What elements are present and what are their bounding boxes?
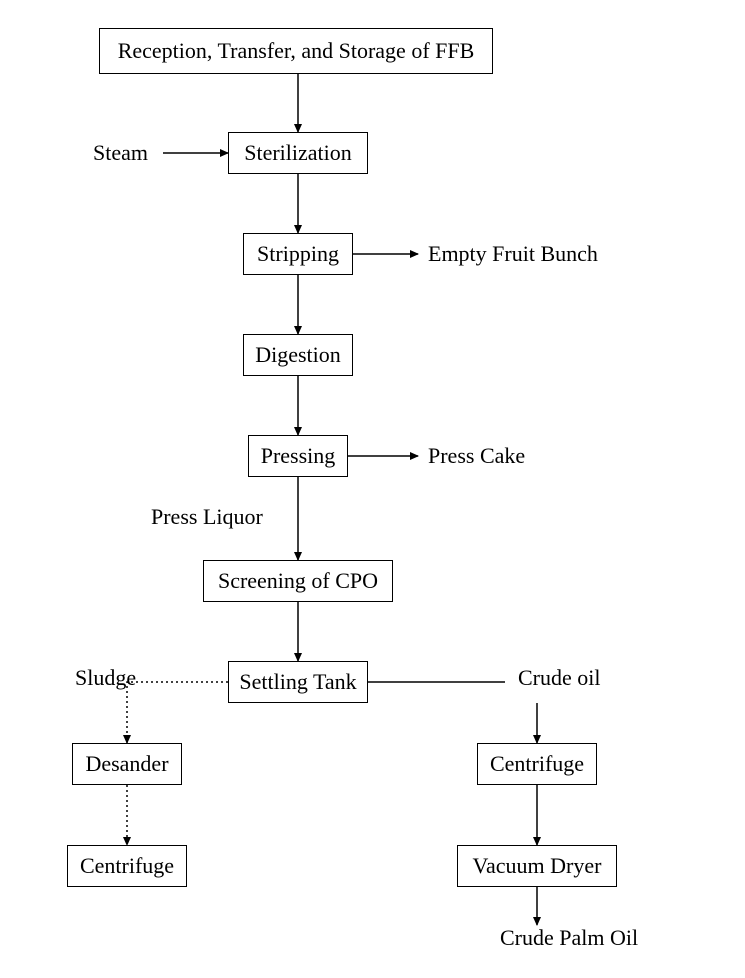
- flowchart-label-efb: Empty Fruit Bunch: [428, 241, 598, 267]
- flowchart-node-digestion: Digestion: [243, 334, 353, 376]
- flowchart-label-press_liquor: Press Liquor: [151, 504, 263, 530]
- node-label: Screening of CPO: [218, 568, 378, 594]
- flowchart-node-desander: Desander: [72, 743, 182, 785]
- node-label: Reception, Transfer, and Storage of FFB: [118, 38, 475, 64]
- flowchart-node-stripping: Stripping: [243, 233, 353, 275]
- flowchart-label-crude_palm: Crude Palm Oil: [500, 925, 638, 951]
- flowchart-node-sterilization: Sterilization: [228, 132, 368, 174]
- node-label: Settling Tank: [239, 669, 356, 695]
- flowchart-node-centrifugeL: Centrifuge: [67, 845, 187, 887]
- flowchart-label-crude_oil: Crude oil: [518, 665, 601, 691]
- flowchart-node-pressing: Pressing: [248, 435, 348, 477]
- node-label: Vacuum Dryer: [473, 853, 602, 879]
- flowchart-label-press_cake: Press Cake: [428, 443, 525, 469]
- edge-9: [127, 682, 228, 743]
- flowchart-node-screening: Screening of CPO: [203, 560, 393, 602]
- node-label: Centrifuge: [80, 853, 174, 879]
- node-label: Stripping: [257, 241, 339, 267]
- node-label: Pressing: [261, 443, 336, 469]
- flowchart-node-settling: Settling Tank: [228, 661, 368, 703]
- flowchart-label-steam: Steam: [93, 140, 148, 166]
- node-label: Desander: [85, 751, 168, 777]
- flowchart-node-vacuum: Vacuum Dryer: [457, 845, 617, 887]
- node-label: Sterilization: [244, 140, 352, 166]
- flowchart-node-reception: Reception, Transfer, and Storage of FFB: [99, 28, 493, 74]
- node-label: Centrifuge: [490, 751, 584, 777]
- node-label: Digestion: [255, 342, 341, 368]
- flowchart-label-sludge: Sludge: [75, 665, 136, 691]
- flowchart-node-centrifugeR: Centrifuge: [477, 743, 597, 785]
